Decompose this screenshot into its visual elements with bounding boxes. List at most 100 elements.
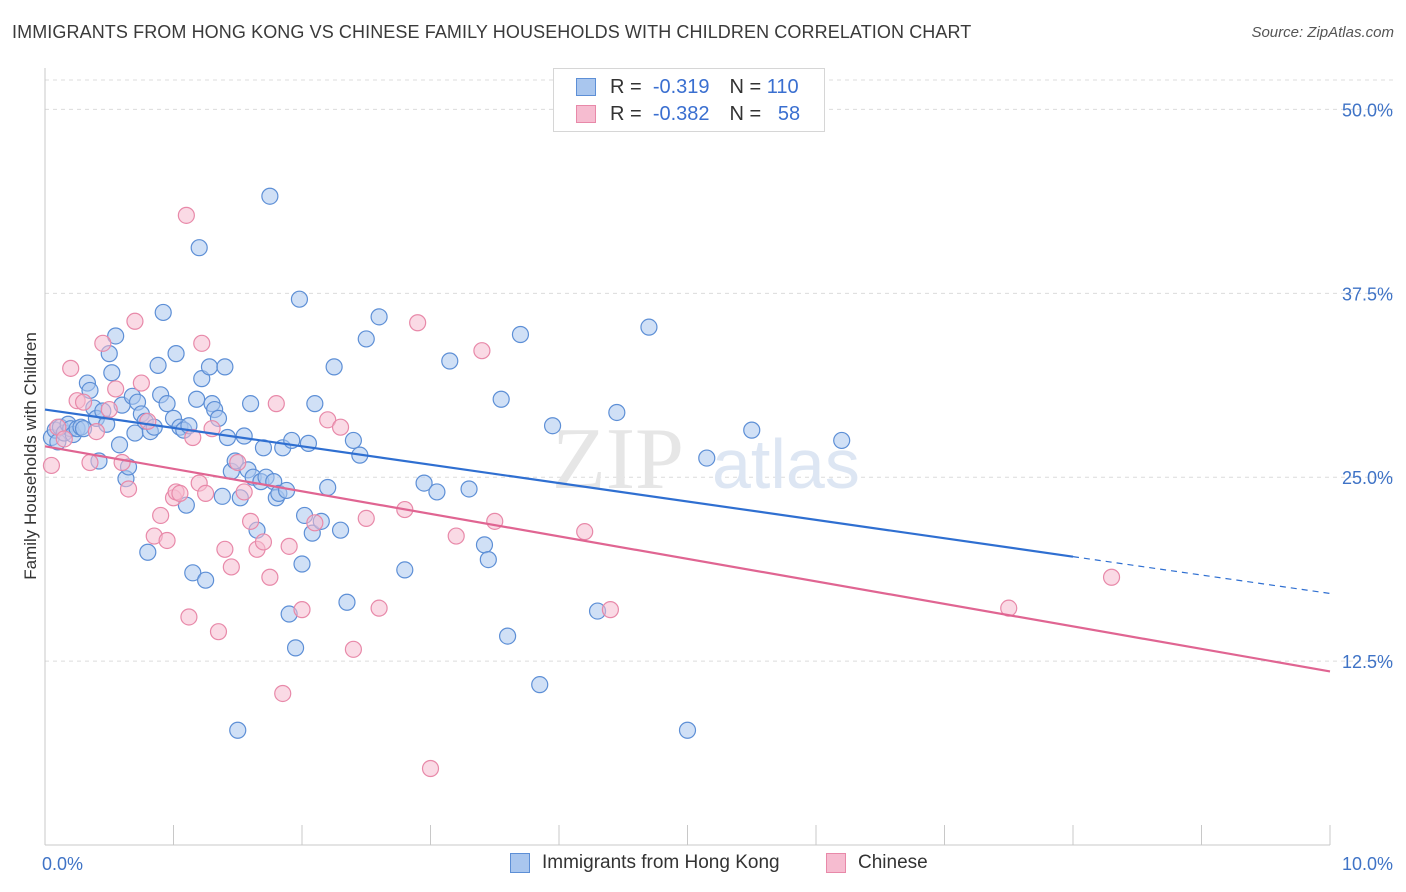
hong-kong-point <box>290 290 309 308</box>
chinese-point <box>601 601 620 619</box>
legend-n-label: N = <box>729 102 762 125</box>
legend-r-label: R = <box>610 102 642 125</box>
bottom-legend-hong-kong: Immigrants from Hong Kong <box>510 852 780 874</box>
hong-kong-point <box>511 325 530 344</box>
chinese-point <box>55 430 73 448</box>
chinese-point <box>319 411 337 429</box>
hong-kong-point <box>188 390 206 408</box>
chart-title: IMMIGRANTS FROM HONG KONG VS CHINESE FAM… <box>12 22 972 42</box>
chinese-point <box>87 423 106 441</box>
chinese-point <box>370 599 388 617</box>
chinese-point <box>177 206 195 224</box>
chinese-point <box>576 523 594 541</box>
chinese-point <box>331 418 350 436</box>
chinese-point <box>344 640 362 658</box>
legend-n-label: N = <box>729 75 762 98</box>
chinese-point <box>447 527 465 545</box>
hong-kong-point <box>107 327 125 345</box>
chinese-point <box>216 540 234 558</box>
chinese-point <box>119 480 138 498</box>
hong-kong-point <box>357 330 375 348</box>
hong-kong-point <box>460 480 478 498</box>
hong-kong-point <box>154 303 172 322</box>
hong-kong-point <box>499 627 517 645</box>
hong-kong-point <box>306 395 324 413</box>
chinese-point <box>126 312 144 330</box>
stats-legend: R = -0.319 N = 110 R = -0.382 N = 58 <box>553 68 825 132</box>
hong-kong-point <box>261 187 279 205</box>
chinese-point <box>152 506 170 525</box>
chinese-point <box>473 342 491 360</box>
bottom-legend-chinese: Chinese <box>826 852 928 874</box>
hong-kong-point <box>543 417 562 435</box>
hong-kong-point <box>103 364 121 382</box>
chinese-point <box>421 759 440 778</box>
chinese-point <box>261 568 279 586</box>
legend-r-value: -0.319 <box>652 75 710 98</box>
hong-kong-trend-line <box>44 408 1074 558</box>
chinese-point <box>197 484 215 502</box>
source-credit: Source: ZipAtlas.com <box>1251 24 1394 41</box>
hong-kong-point <box>475 536 494 554</box>
chinese-point <box>274 684 292 703</box>
bottom-legend-swatch-pink <box>826 853 846 873</box>
hong-kong-point <box>338 593 356 611</box>
legend-swatch-blue <box>576 78 596 96</box>
chinese-trend-line <box>44 445 1331 673</box>
hong-kong-point <box>608 403 626 422</box>
hong-kong-point <box>331 521 350 539</box>
y-axis-label: Family Households with Children <box>21 332 40 580</box>
hong-kong-point <box>698 449 716 467</box>
chinese-point <box>357 509 375 528</box>
hong-kong-point <box>235 427 253 445</box>
chinese-point <box>280 537 298 555</box>
hong-kong-point <box>415 474 433 492</box>
chinese-point <box>184 428 202 447</box>
chinese-point <box>293 601 311 619</box>
chinese-point <box>267 395 285 413</box>
legend-r-label: R = <box>610 75 642 98</box>
chinese-point <box>306 514 324 532</box>
chinese-point <box>74 393 93 411</box>
hong-kong-point <box>325 358 343 376</box>
chinese-point <box>235 483 253 501</box>
hong-kong-point <box>428 483 446 501</box>
hong-kong-point <box>286 639 305 657</box>
chinese-point <box>171 484 189 502</box>
bottom-legend-swatch-blue <box>510 853 530 873</box>
hong-kong-point <box>197 571 215 589</box>
chinese-point <box>158 531 176 550</box>
series-chinese-points <box>42 206 1121 778</box>
y-tick-label: 12.5% <box>1342 652 1393 672</box>
hong-kong-point <box>110 436 129 454</box>
hong-kong-point <box>213 487 231 505</box>
hong-kong-point <box>229 721 247 739</box>
hong-kong-point <box>139 543 157 561</box>
hong-kong-point <box>200 358 219 376</box>
chinese-point <box>193 334 211 352</box>
hong-kong-point <box>216 358 234 376</box>
bottom-legend-label: Chinese <box>858 852 928 873</box>
tick-labels: 12.5% 25.0% 37.5% 50.0% 0.0% 10.0% <box>42 100 1393 874</box>
hong-kong-point <box>479 550 497 569</box>
chinese-point <box>222 558 240 576</box>
hong-kong-point <box>319 478 337 497</box>
hong-kong-point <box>396 561 414 579</box>
legend-swatch-pink <box>576 105 596 123</box>
hong-kong-point <box>743 421 761 439</box>
y-tick-label: 37.5% <box>1342 284 1393 304</box>
legend-r-value: -0.382 <box>652 102 710 125</box>
chinese-point <box>42 456 61 475</box>
hong-kong-point <box>678 721 697 739</box>
hong-kong-point <box>149 356 167 375</box>
hong-kong-point <box>184 564 202 582</box>
legend-row-hong-kong: R = -0.319 N = 110 <box>576 74 799 100</box>
hong-kong-point <box>492 390 510 408</box>
chinese-point <box>254 533 273 551</box>
hong-kong-point <box>190 239 208 257</box>
grid-lines <box>45 79 1395 662</box>
legend-n-value: 58 <box>777 102 801 125</box>
chinese-point <box>229 453 247 472</box>
axes <box>44 68 1331 846</box>
